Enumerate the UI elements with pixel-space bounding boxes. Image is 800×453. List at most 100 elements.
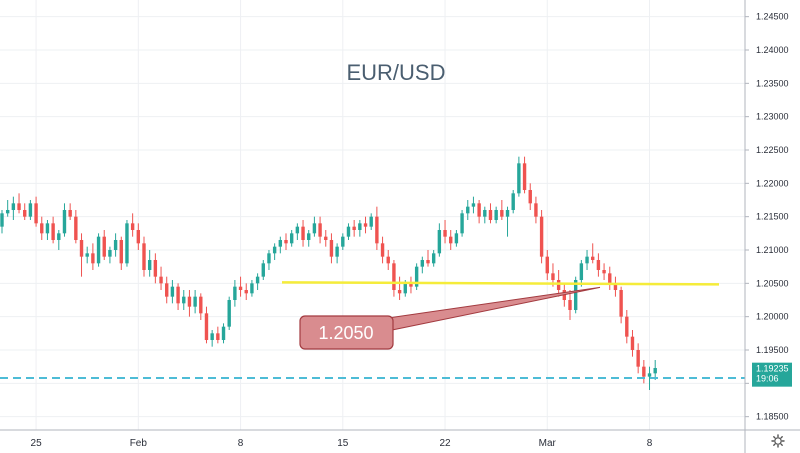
candle-body xyxy=(62,210,67,234)
candle-body xyxy=(380,243,385,257)
candle-body xyxy=(619,290,623,317)
candle-body xyxy=(11,203,16,210)
candle-body xyxy=(517,163,521,194)
candle-body xyxy=(244,290,248,294)
candle-body xyxy=(522,163,527,190)
candle-body xyxy=(142,243,146,270)
candle-body xyxy=(483,210,487,217)
candle-body xyxy=(335,246,339,257)
candle-body xyxy=(108,250,112,257)
candle-body xyxy=(312,223,317,234)
candle-body xyxy=(551,273,555,280)
candle-body xyxy=(261,263,265,277)
callout-label: 1.2050 xyxy=(318,323,373,343)
candle-body xyxy=(488,210,493,220)
candle-body xyxy=(329,240,334,257)
chart-title: EUR/USD xyxy=(346,60,445,85)
y-tick-label: 1.24000 xyxy=(756,45,789,55)
candle-body xyxy=(358,223,362,230)
candle-body xyxy=(125,223,129,264)
settings-icon[interactable] xyxy=(771,434,785,448)
candle-body xyxy=(176,286,180,304)
candle-body xyxy=(460,213,464,234)
candle-body xyxy=(307,233,311,240)
candle-body xyxy=(431,253,436,264)
candle-body xyxy=(414,266,419,287)
price-axis[interactable]: 1.24500 1.24000 1.23500 1.23000 1.22500 1.220… xyxy=(744,0,789,453)
candle-body xyxy=(96,236,101,264)
x-tick-label: Feb xyxy=(130,438,148,449)
candle-body xyxy=(255,276,260,284)
candle-body xyxy=(0,213,4,227)
candle-body xyxy=(34,203,38,224)
candle-body xyxy=(301,226,305,240)
candle-body xyxy=(653,368,657,374)
candle-body xyxy=(403,283,407,294)
candle-body xyxy=(591,256,595,260)
candle-body xyxy=(147,260,152,270)
candle-body xyxy=(79,240,84,257)
candle-body xyxy=(363,223,368,227)
candle-body xyxy=(534,203,538,217)
candle-body xyxy=(91,253,95,264)
candle-body xyxy=(375,216,379,244)
candle-body xyxy=(170,286,175,297)
candle-body xyxy=(409,283,413,287)
candle-body xyxy=(494,210,498,220)
time-axis[interactable]: 25 Feb 8 15 22 Mar 8 xyxy=(0,429,800,449)
candle-body xyxy=(318,223,322,237)
candle-body xyxy=(341,236,345,247)
last-price-tag: 1.19235 19:06 xyxy=(752,362,792,387)
candle-body xyxy=(85,253,89,257)
support-line xyxy=(281,281,720,286)
candle-body xyxy=(193,296,197,307)
candle-body xyxy=(216,333,220,340)
last-price-time: 19:06 xyxy=(756,374,779,384)
candle-body xyxy=(346,226,351,237)
candle-body xyxy=(511,193,515,210)
candle-body xyxy=(182,296,186,304)
candle-body xyxy=(159,276,163,284)
candle-body xyxy=(636,350,640,367)
candle-body xyxy=(471,203,476,207)
candle-body xyxy=(568,300,572,310)
candle-body xyxy=(466,206,470,214)
candle-body xyxy=(539,216,544,257)
candle-body xyxy=(386,256,390,264)
candle-body xyxy=(136,230,141,244)
candle-body xyxy=(74,216,78,240)
candle-body xyxy=(608,273,612,284)
candle-body xyxy=(602,270,606,274)
x-tick-label: 22 xyxy=(439,438,451,449)
candle-body xyxy=(289,233,294,244)
candle-body xyxy=(233,286,237,300)
y-tick-label: 1.22000 xyxy=(756,178,789,188)
candle-body xyxy=(165,283,169,297)
candle-body xyxy=(57,233,61,240)
candle-body xyxy=(51,223,55,240)
candle-body xyxy=(40,223,44,234)
candle-body xyxy=(102,236,106,257)
candle-body xyxy=(28,203,33,217)
y-tick-label: 1.23000 xyxy=(756,112,789,122)
candle-body xyxy=(324,236,328,240)
overlays xyxy=(0,281,745,379)
y-tick-label: 1.20000 xyxy=(756,312,789,322)
candle-body xyxy=(199,296,203,314)
candle-body xyxy=(579,263,584,280)
candle-body xyxy=(284,240,288,244)
candle-body xyxy=(454,233,459,244)
candle-body xyxy=(153,260,158,277)
candle-body xyxy=(556,280,561,290)
candle-body xyxy=(221,326,226,340)
x-tick-label: 15 xyxy=(337,438,349,449)
candle-body xyxy=(397,290,402,294)
y-tick-label: 1.19500 xyxy=(756,345,789,355)
candle-body xyxy=(187,296,192,307)
y-tick-label: 1.21500 xyxy=(756,212,789,222)
candle-body xyxy=(272,246,277,254)
candle-body xyxy=(500,210,504,217)
candle-body xyxy=(352,226,356,230)
y-tick-label: 1.23500 xyxy=(756,78,789,88)
